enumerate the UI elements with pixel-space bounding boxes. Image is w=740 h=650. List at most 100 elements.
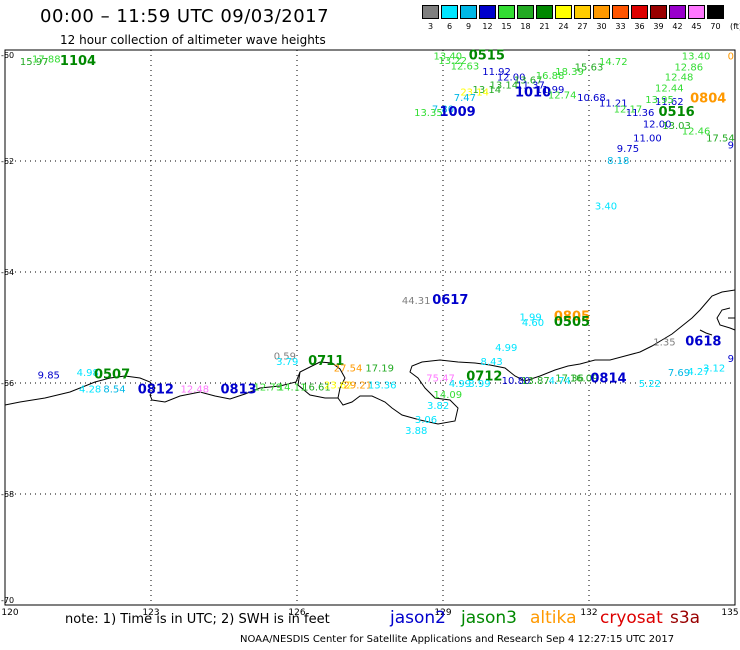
scale-tick: 42 (672, 22, 683, 31)
pass-time-label: 0805 (554, 309, 590, 324)
wave-height-value: 0 (728, 52, 734, 63)
wave-height-value: 44.31 (402, 296, 431, 307)
wave-height-value: 15.97 (20, 57, 49, 68)
footer-note: note: 1) Time is in UTC; 2) SWH is in fe… (65, 612, 330, 627)
wave-height-value: 4.60 (522, 318, 544, 329)
pass-time-label: 0516 (659, 105, 695, 120)
wave-height-value: 12.00 (643, 119, 672, 130)
wave-height-value: 8.54 (103, 385, 125, 396)
pass-time-label: 0505 (554, 315, 590, 330)
wave-height-value: 18.39 (555, 67, 584, 78)
wave-height-value: 5.22 (639, 379, 661, 390)
coastline-bay (716, 307, 736, 331)
wave-height-value: 4.28 (79, 385, 101, 396)
scale-tick: 45 (691, 22, 702, 31)
wave-height-value: 12.63 (451, 62, 480, 73)
legend-jason2: jason2 (390, 608, 446, 628)
latitude-label: -64 (1, 268, 14, 277)
coastline-inlet (297, 371, 338, 399)
longitude-label: 126 (288, 608, 305, 618)
map-frame (4, 49, 736, 606)
footer-credit: NOAA/NESDIS Center for Satellite Applica… (240, 634, 675, 645)
wave-height-value: 10.68 (577, 93, 606, 104)
wave-height-value: 17.36 (555, 373, 584, 384)
scale-swatch (555, 5, 572, 19)
legend-s3a: s3a (670, 608, 701, 628)
wave-height-value: 9.75 (617, 144, 639, 155)
scale-tick: 15 (501, 22, 512, 31)
wave-height-value: 4.98 (77, 368, 99, 379)
scale-tick: 24 (558, 22, 569, 31)
latitude-label: -66 (1, 379, 14, 388)
longitude-label: 129 (434, 608, 451, 618)
wave-height-value: 13.95 (645, 95, 674, 106)
wave-height-value: 3.06 (415, 415, 437, 426)
pass-time-label: 0804 (690, 91, 726, 106)
wave-height-value: 12.86 (674, 63, 703, 74)
wave-height-value: 4.99 (449, 379, 471, 390)
scale-tick: 39 (653, 22, 664, 31)
map-subtitle: 12 hour collection of altimeter wave hei… (60, 33, 326, 47)
antarctic-coastline (4, 289, 736, 425)
wave-height-value: 13.03 (662, 121, 691, 132)
wave-height-value: 7.69 (668, 368, 690, 379)
scale-swatch (688, 5, 705, 19)
legend-cryosat: cryosat (600, 608, 663, 628)
wave-height-value: 10.80 (502, 376, 531, 387)
wave-height-value: 13.40 (682, 52, 711, 63)
scale-swatch (460, 5, 477, 19)
scale-unit: (ft) (729, 22, 740, 31)
scale-tick: 21 (539, 22, 550, 31)
pass-time-label: 0515 (469, 49, 505, 64)
wave-height-value: 3.99 (468, 379, 490, 390)
wave-height-value: 8.43 (481, 357, 503, 368)
wave-height-value: 12.00 (497, 73, 526, 84)
wave-height-value: 11.00 (633, 134, 662, 145)
scale-tick: 18 (520, 22, 531, 31)
wave-height-value: 11.99 (536, 85, 565, 96)
wave-height-value: 12.79 (253, 382, 282, 393)
latitude-label: -60 (1, 51, 14, 60)
pass-time-label: 0812 (138, 383, 174, 398)
wave-height-value: 0.59 (274, 351, 296, 362)
pass-time-label: 0507 (94, 368, 130, 383)
scale-swatch (574, 5, 591, 19)
wave-height-value: 9.85 (38, 371, 60, 382)
wave-height-value: 16.09 (570, 373, 599, 384)
scale-swatch (441, 5, 458, 19)
wave-height-value: 13.14 (490, 80, 519, 91)
scale-tick: 33 (615, 22, 626, 31)
scale-tick: 12 (482, 22, 493, 31)
wave-height-value: 11.37 (516, 80, 545, 91)
pass-time-label: 1009 (440, 105, 476, 120)
wave-height-value: 11.21 (599, 99, 628, 110)
wave-height-value: 11.36 (626, 108, 655, 119)
pass-time-label: 0618 (685, 334, 721, 349)
wave-height-value: 12.17 (614, 104, 643, 115)
legend-jason3: jason3 (461, 608, 517, 628)
wave-height-value: 1.35 (653, 337, 675, 348)
wave-height-value: 9 (728, 140, 734, 151)
wave-height-value: 14.11 (278, 382, 307, 393)
wave-height-value: 7.47 (454, 93, 476, 104)
wave-height-value: 8.18 (607, 156, 629, 167)
wave-height-value: 13.14 (472, 85, 501, 96)
wave-height-value: 12.74 (548, 90, 577, 101)
pass-time-label: 1104 (60, 54, 96, 69)
scale-swatch (498, 5, 515, 19)
wave-height-value: 3.88 (405, 426, 427, 437)
map-title: 00:00 – 11:59 UTC 09/03/2017 (40, 6, 330, 27)
scale-swatch (593, 5, 610, 19)
wave-height-value: 17.19 (365, 363, 394, 374)
pass-time-label: 0813 (221, 383, 257, 398)
wave-height-value: 3.40 (595, 201, 617, 212)
wave-height-value: 3.79 (276, 357, 298, 368)
scale-tick: 6 (446, 22, 453, 31)
longitude-label: 132 (580, 608, 597, 618)
wave-height-value: 75.47 (426, 373, 455, 384)
wave-height-value: 27.54 (334, 363, 363, 374)
wave-height-value: 13.67 (514, 75, 543, 86)
wave-height-value: 12.46 (682, 126, 711, 137)
pass-time-label: 0617 (432, 293, 468, 308)
